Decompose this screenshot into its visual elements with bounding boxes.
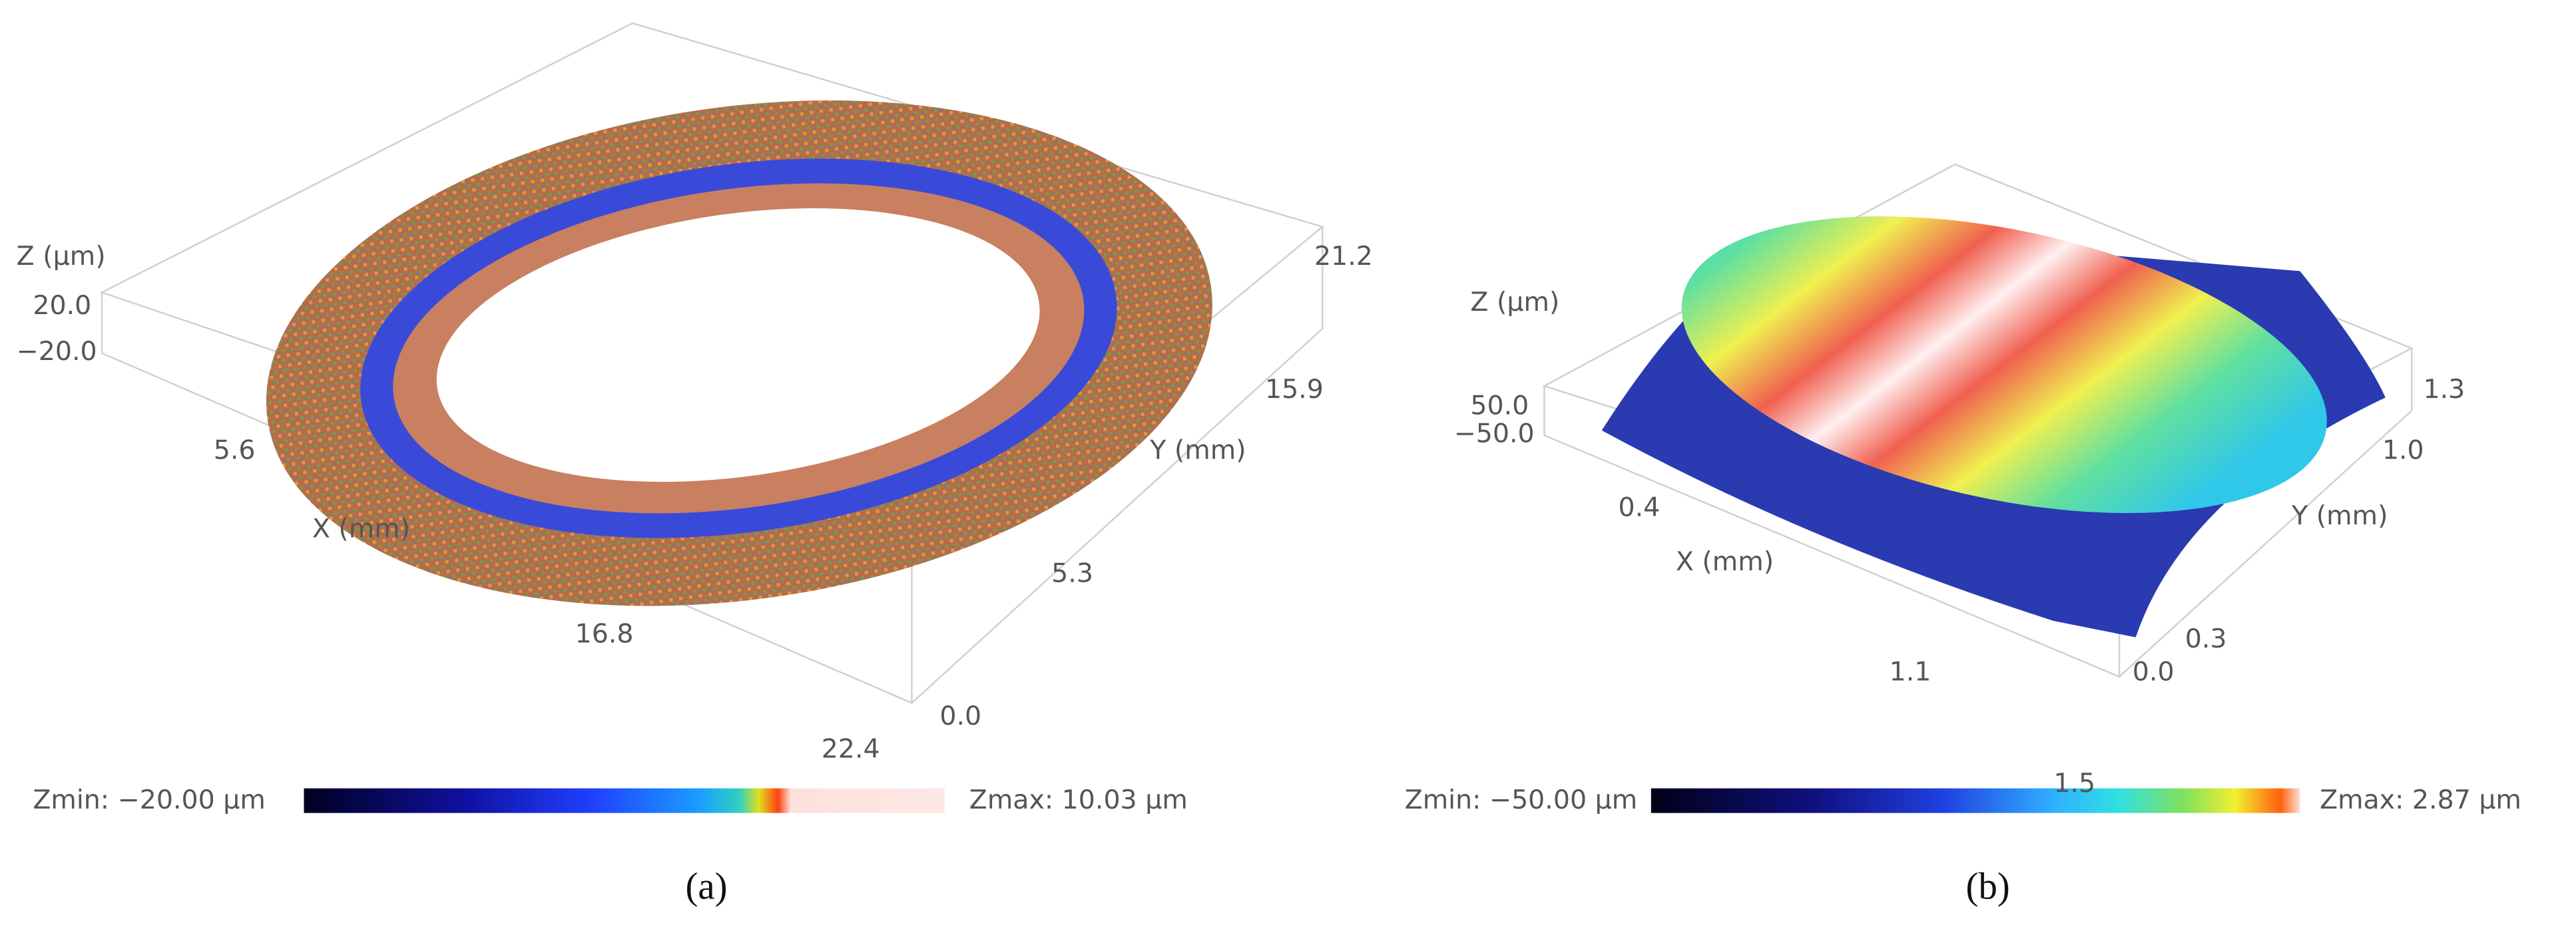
axis-label: X (mm) xyxy=(312,514,410,544)
tick-label: 1.3 xyxy=(2424,374,2465,405)
colorbar-min: Zmin: −20.00 µm xyxy=(33,785,265,815)
panel-label: (a) xyxy=(686,866,728,908)
colorbar-max: Zmax: 2.87 µm xyxy=(2320,785,2521,815)
tick-label: 22.4 xyxy=(822,733,880,764)
tick-label: 5.3 xyxy=(1051,558,1093,588)
tick-label: −20.0 xyxy=(17,336,97,367)
tick-label: 20.0 xyxy=(33,290,91,321)
tick-label: 50.0 xyxy=(1470,391,1529,421)
panel-a xyxy=(99,22,1324,813)
tick-label: 0.3 xyxy=(2185,624,2227,654)
tick-label: 1.0 xyxy=(2382,435,2424,465)
tick-label: 16.8 xyxy=(575,619,634,650)
axis-label: Z (µm) xyxy=(1470,287,1559,317)
colorbar xyxy=(1651,788,2300,813)
colorbar-max: Zmax: 10.03 µm xyxy=(969,785,1188,815)
tick-label: 21.2 xyxy=(1314,241,1373,272)
axis-label: Y (mm) xyxy=(2291,500,2388,531)
surface-cap xyxy=(1681,216,2327,513)
tick-label: 5.6 xyxy=(214,435,256,465)
tick-label: 0.0 xyxy=(939,701,981,731)
panel-label: (b) xyxy=(1966,866,2010,908)
panel-b xyxy=(1542,163,2414,813)
tick-label: 15.9 xyxy=(1265,374,1324,405)
tick-label: −50.0 xyxy=(1454,419,1535,449)
tick-label: 0.4 xyxy=(1618,492,1660,523)
axis-label: X (mm) xyxy=(1676,546,1774,577)
tick-label: 0.0 xyxy=(2133,656,2175,687)
axis-label: Z (µm) xyxy=(17,241,106,272)
axis-label: Y (mm) xyxy=(1149,435,1246,465)
surface xyxy=(266,100,1212,606)
tick-label: 1.5 xyxy=(2053,768,2095,799)
colorbar xyxy=(304,788,945,813)
tick-label: 1.1 xyxy=(1890,656,1932,687)
colorbar-min: Zmin: −50.00 µm xyxy=(1405,785,1637,815)
